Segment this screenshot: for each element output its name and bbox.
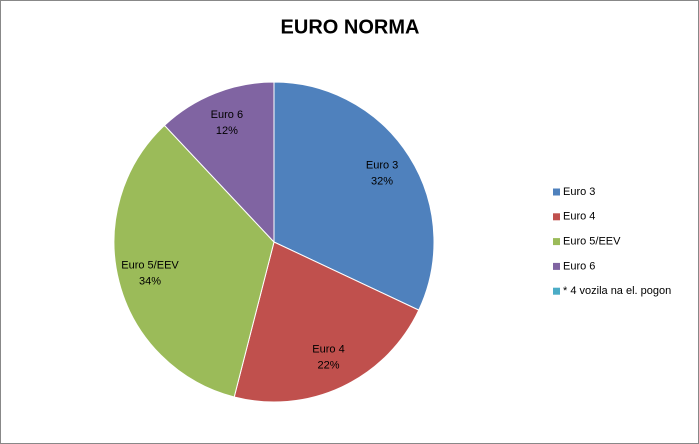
legend-label: Euro 5/EEV (563, 236, 621, 248)
slice-category-label: Euro 3 (366, 159, 398, 171)
legend-label: Euro 4 (563, 211, 595, 223)
legend-label: Euro 6 (563, 260, 595, 272)
slice-value-label: 22% (317, 360, 339, 372)
chart-title: EURO NORMA (281, 16, 420, 38)
legend-swatch (553, 188, 560, 196)
slice-value-label: 12% (216, 125, 238, 137)
pie-slice (273, 81, 435, 311)
legend-label: * 4 vozila na el. pogon (563, 285, 671, 297)
pie-slice (233, 241, 420, 403)
slice-value-label: 32% (371, 175, 393, 187)
legend-swatch (553, 262, 560, 270)
pie-slice (163, 81, 275, 244)
slice-category-label: Euro 4 (312, 344, 344, 356)
slice-value-label: 34% (139, 276, 161, 288)
legend-swatch (553, 287, 560, 295)
legend-label: Euro 3 (563, 186, 595, 198)
pie-slice (113, 124, 275, 398)
slice-category-label: Euro 6 (211, 109, 243, 121)
legend-swatch (553, 213, 560, 221)
legend-swatch (553, 238, 560, 246)
slice-category-label: Euro 5/EEV (121, 260, 179, 272)
